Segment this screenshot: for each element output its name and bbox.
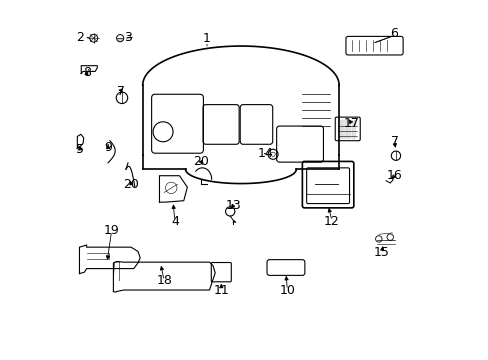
Text: 14: 14 [258, 147, 273, 160]
Text: 6: 6 [390, 27, 398, 40]
Text: 11: 11 [213, 284, 229, 297]
Text: 3: 3 [124, 31, 132, 44]
Text: 9: 9 [104, 141, 112, 154]
Text: 19: 19 [103, 224, 119, 237]
Text: 8: 8 [83, 66, 91, 79]
Text: 12: 12 [324, 215, 339, 228]
Text: 18: 18 [156, 274, 172, 287]
Text: 10: 10 [279, 284, 295, 297]
Text: 1: 1 [203, 32, 210, 45]
Text: 16: 16 [386, 169, 402, 182]
Text: 20: 20 [123, 178, 139, 191]
Text: 13: 13 [225, 199, 241, 212]
Text: 15: 15 [373, 246, 389, 258]
Text: 17: 17 [343, 117, 359, 130]
Text: 7: 7 [117, 85, 125, 98]
Text: 5: 5 [76, 143, 84, 156]
Text: 2: 2 [76, 31, 84, 44]
Text: 20: 20 [193, 155, 208, 168]
Text: 7: 7 [390, 135, 398, 148]
Text: 4: 4 [170, 215, 179, 228]
